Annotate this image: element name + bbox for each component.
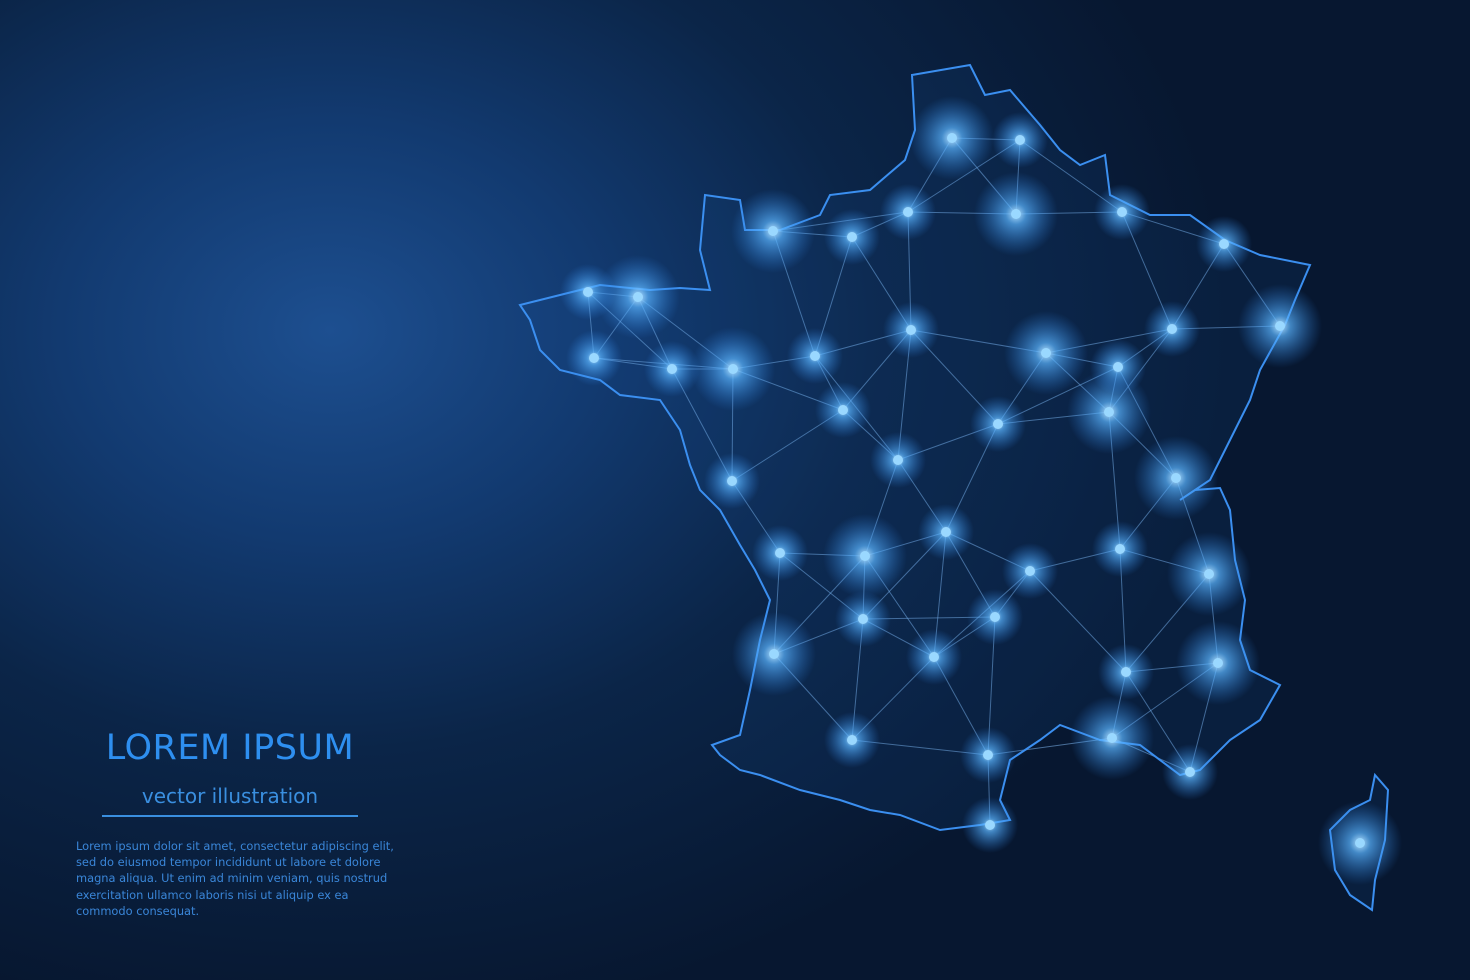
caption-subtitle: vector illustration <box>141 784 319 808</box>
network-node <box>824 209 880 265</box>
network-node <box>787 328 843 384</box>
network-node <box>1196 216 1252 272</box>
network-node <box>970 396 1026 452</box>
network-node <box>1098 644 1154 700</box>
network-node <box>566 330 622 386</box>
network-node <box>644 341 700 397</box>
network-node <box>880 184 936 240</box>
network-node <box>1162 744 1218 800</box>
network-node <box>974 172 1058 256</box>
network-node <box>1004 311 1088 395</box>
network-node <box>1176 621 1260 705</box>
network-node <box>1238 284 1322 368</box>
network-node <box>1067 370 1151 454</box>
network-node <box>732 612 816 696</box>
network-node <box>1134 436 1218 520</box>
network-node <box>704 453 760 509</box>
network-node <box>1070 696 1154 780</box>
network-node <box>815 382 871 438</box>
network-node <box>1144 301 1200 357</box>
network-node <box>1092 521 1148 577</box>
network-node <box>906 629 962 685</box>
network-node <box>918 504 974 560</box>
network-node <box>835 591 891 647</box>
network-node <box>596 255 680 339</box>
network-node <box>823 514 907 598</box>
network-node <box>691 327 775 411</box>
network-node <box>883 302 939 358</box>
caption-divider <box>102 815 358 817</box>
network-node <box>1318 801 1402 885</box>
network-node <box>962 797 1018 853</box>
caption-body: Lorem ipsum dolor sit amet, consectetur … <box>76 839 394 918</box>
network-node <box>1167 532 1251 616</box>
network-node <box>870 432 926 488</box>
network-node <box>824 712 880 768</box>
network-nodes <box>560 96 1402 885</box>
caption-title: LOREM IPSUM <box>105 728 355 768</box>
network-node <box>752 525 808 581</box>
network-node <box>992 112 1048 168</box>
network-node <box>910 96 994 180</box>
network-node <box>731 189 815 273</box>
network-node <box>1094 184 1150 240</box>
network-node <box>960 727 1016 783</box>
network-node <box>1002 543 1058 599</box>
network-node <box>967 589 1023 645</box>
